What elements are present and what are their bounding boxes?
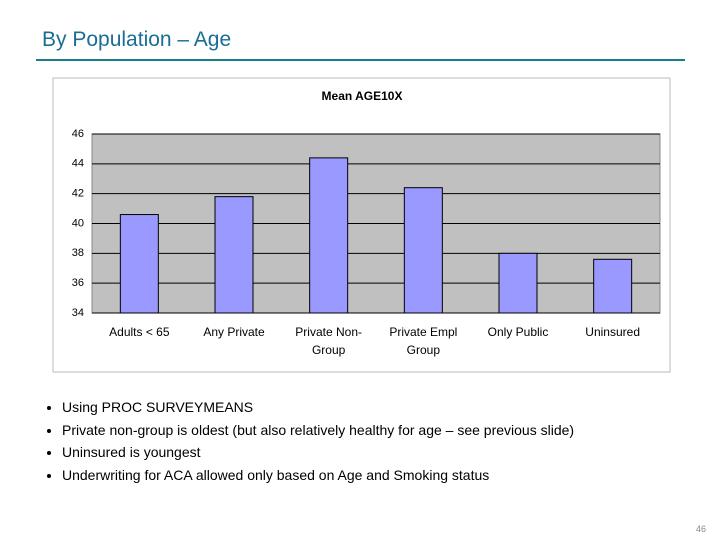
bullet: Private non-group is oldest (but also re… [62,419,574,442]
bar [309,157,349,314]
x-tick-label: Uninsured [585,325,640,339]
x-tick-label: Private Empl Group [389,325,458,357]
bullet: Uninsured is youngest [62,441,574,464]
page-number: 46 [696,524,707,534]
x-tick-label: Private Non-Group [295,325,362,357]
bullet: Underwriting for ACA allowed only based … [62,464,574,487]
bullet: Using PROC SURVEYMEANS [62,396,574,419]
y-tick-label: 42 [72,188,84,200]
y-tick-label: 38 [72,247,84,259]
x-tick-label: Any Private [203,325,265,339]
y-tick-label: 36 [72,277,84,289]
y-tick-label: 44 [72,158,84,170]
slide-title: By Population – Age [42,28,232,51]
title-rule [36,59,685,61]
x-tick-label: Only Public [487,325,549,339]
bar [403,187,443,314]
y-tick-label: 34 [72,307,84,319]
bar [119,214,159,314]
bar [498,252,538,314]
chart-title: Mean AGE10X [322,89,403,103]
bar [214,196,254,314]
y-tick-label: 46 [72,128,84,140]
y-tick-label: 40 [72,217,84,229]
bullet-list: Using PROC SURVEYMEANS Private non-group… [44,396,574,486]
bar [593,258,633,314]
x-tick-label: Adults < 65 [109,325,170,339]
